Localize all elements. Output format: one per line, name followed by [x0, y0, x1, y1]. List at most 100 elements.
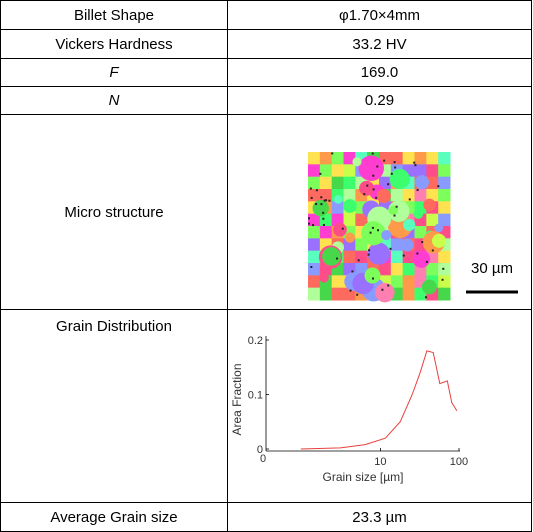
grain [415, 189, 427, 202]
grain [438, 164, 450, 177]
grain [308, 152, 320, 165]
grain-boundary [320, 203, 322, 205]
grain [375, 283, 394, 302]
grain-boundary [372, 175, 374, 177]
grain [390, 169, 410, 189]
grain [426, 263, 438, 276]
grain-boundary [342, 228, 344, 230]
grain-boundary [310, 188, 312, 190]
chart: 00.10.2101000Grain size [µm]Area Fractio… [230, 335, 468, 484]
grain-boundary [414, 164, 416, 166]
grain-boundary [370, 232, 372, 234]
grain-boundary [442, 268, 444, 270]
grain-boundary [363, 193, 365, 195]
data-line [301, 351, 457, 449]
grain [434, 224, 443, 233]
grain-boundary [315, 203, 317, 205]
grain [401, 239, 414, 252]
grain [438, 152, 450, 165]
grain [332, 177, 344, 190]
grain-boundary [372, 227, 374, 229]
grain [308, 238, 320, 251]
grain [308, 251, 320, 264]
grain [344, 177, 356, 190]
grain-boundary [319, 173, 321, 175]
grain-boundary [316, 189, 318, 191]
grain [438, 177, 450, 190]
grain-boundary [328, 200, 330, 202]
grain [322, 247, 341, 266]
grain [308, 263, 320, 276]
grain [415, 164, 427, 177]
grain-boundary [311, 197, 313, 199]
y-tick-label: 0.1 [248, 390, 263, 402]
grain-boundary [368, 249, 370, 251]
grain [391, 275, 403, 288]
grain [381, 230, 391, 240]
grain [355, 251, 367, 264]
grain-boundary [312, 224, 314, 226]
x-tick-label: 10 [374, 456, 386, 468]
grain [320, 288, 332, 301]
grain [391, 263, 403, 276]
grain-boundary [308, 217, 310, 219]
grain-boundary [421, 241, 423, 243]
grain-boundary [417, 189, 419, 191]
grain [313, 200, 329, 216]
grain [319, 273, 328, 282]
grain [320, 226, 332, 239]
grain-boundary [351, 270, 353, 272]
grain [365, 268, 381, 284]
grain-boundary [336, 258, 338, 260]
grain [320, 177, 332, 190]
grain-boundary [323, 224, 325, 226]
grain [426, 152, 438, 165]
page: Billet Shapeφ1.70×4mm Vickers Hardness33… [0, 0, 533, 531]
grain-boundary [381, 289, 383, 291]
grain-boundary [358, 259, 360, 261]
grain-boundary [425, 296, 427, 298]
grain-boundary [442, 279, 444, 281]
grain-boundary [413, 162, 415, 164]
grain [426, 164, 438, 177]
grain [415, 175, 429, 189]
grain-boundary [396, 206, 398, 208]
grain [415, 152, 427, 165]
grain [320, 152, 332, 165]
grain-map [308, 152, 451, 302]
grain [391, 152, 403, 165]
grain [438, 201, 450, 214]
y-axis-label: Area Fraction [230, 363, 244, 435]
grain-boundary [375, 197, 377, 199]
grain-boundary [391, 173, 393, 175]
grain [359, 181, 374, 196]
grain-boundary [356, 294, 358, 296]
grain [308, 275, 320, 288]
grain-boundary [308, 223, 310, 225]
scale-bar-label: 30 µm [471, 260, 513, 277]
grain [432, 234, 446, 248]
grain-boundary [409, 198, 411, 200]
grain [438, 251, 450, 264]
grain-boundary [387, 284, 389, 286]
grain [438, 263, 450, 276]
grain [414, 209, 424, 219]
grain [344, 164, 356, 177]
grain [334, 195, 343, 204]
x-origin-label: 0 [260, 453, 266, 465]
grain [345, 232, 355, 242]
grain-boundary [394, 215, 396, 217]
grain-boundary [320, 196, 322, 198]
grain [391, 189, 403, 202]
grain-boundary [432, 249, 434, 251]
grain-boundary [331, 152, 333, 154]
grain [344, 214, 356, 227]
grain [308, 189, 320, 202]
grain [438, 275, 450, 288]
grain-boundary [368, 254, 370, 256]
grain-boundary [372, 278, 374, 280]
y-tick-label: 0.2 [248, 335, 263, 347]
grain-boundary [373, 188, 375, 190]
grain [320, 164, 332, 177]
x-axis-label: Grain size [µm] [323, 470, 404, 484]
